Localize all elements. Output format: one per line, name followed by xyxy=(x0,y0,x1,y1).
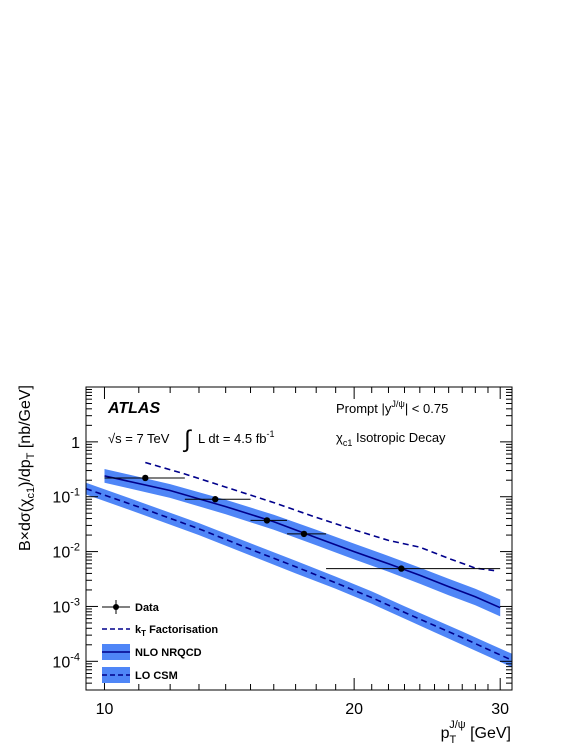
legend-kt-k: k xyxy=(135,624,142,636)
data-point-0 xyxy=(142,474,149,482)
y-tick-label-4: 1 xyxy=(71,435,80,452)
data-point-3 xyxy=(300,530,308,538)
y-tick-exp-0: -4 xyxy=(70,651,80,663)
selection-superscript: J/ψ xyxy=(391,399,404,409)
y-title-b: )/dp xyxy=(17,459,34,487)
y-tick-base-0: 10 xyxy=(52,654,70,671)
y-tick-label-0: 10-4 xyxy=(52,651,80,671)
lumi-text: L dt = 4.5 fb xyxy=(198,431,267,446)
theory-bands xyxy=(86,469,512,668)
y-tick-base-2: 10 xyxy=(52,545,70,562)
x-title-p: p xyxy=(441,725,450,742)
data-point-4 xyxy=(398,565,405,572)
y-title-c: [nb/GeV] xyxy=(17,385,34,453)
x-title-unit: [GeV] xyxy=(466,725,511,742)
y-tick-exp-2: -2 xyxy=(70,542,80,554)
x-title-sub: T xyxy=(450,734,457,746)
legend-nlo-label: NLO NRQCD xyxy=(135,647,202,659)
y-title-sub2: T xyxy=(25,452,37,459)
x-tick-label-30: 30 xyxy=(491,701,509,718)
theory-curves xyxy=(86,461,512,661)
legend-kt-label: kT Factorisation xyxy=(135,624,218,638)
decay-subscript: c1 xyxy=(343,438,353,448)
legend-data-symbol xyxy=(102,600,130,614)
y-tick-base-1: 10 xyxy=(52,599,70,616)
y-title-a: B×dσ(χ xyxy=(17,498,34,551)
legend-lo-symbol xyxy=(102,667,130,683)
plot-frame xyxy=(85,386,513,691)
data-points xyxy=(104,474,501,572)
y-tick-label-2: 10-2 xyxy=(52,542,80,562)
decay-label: χc1 Isotropic Decay xyxy=(336,430,446,448)
x-tick-label-20: 20 xyxy=(345,701,363,718)
y-axis-title: B×dσ(χc1)/dpT [nb/GeV] xyxy=(17,385,37,551)
data-point-1 xyxy=(212,496,219,503)
legend: Data kT Factorisation NLO NRQCD LO CSM xyxy=(102,600,218,683)
x-axis-title: pT J/ψ [GeV] xyxy=(441,719,511,746)
y-tick-label-3: 10-1 xyxy=(52,487,80,507)
energy-label: √s = 7 TeV xyxy=(108,431,170,446)
atlas-label: ATLAS xyxy=(107,400,160,417)
lumi-exponent: -1 xyxy=(267,429,275,439)
legend-kt-sub: T xyxy=(141,629,146,638)
y-title-sub1: c1 xyxy=(25,487,37,499)
selection-text-a: Prompt |y xyxy=(336,401,392,416)
lumi-label: L dt = 4.5 fb-1 xyxy=(198,429,275,446)
y-tick-exp-1: -3 xyxy=(70,596,80,608)
y-tick-exp-3: -1 xyxy=(70,487,80,499)
lo-csm-band xyxy=(86,482,512,668)
legend-nlo-symbol xyxy=(102,644,130,660)
legend-kt-rest: Factorisation xyxy=(146,624,218,636)
integral-sign: ∫ xyxy=(182,426,192,453)
nlo-nrqcd-line xyxy=(104,475,501,609)
y-tick-base-3: 10 xyxy=(52,490,70,507)
k-t-factorisation-line xyxy=(145,461,495,572)
x-title-sup: J/ψ xyxy=(449,719,466,731)
data-point-2 xyxy=(263,517,271,524)
selection-text-b: | < 0.75 xyxy=(405,401,449,416)
selection-label: Prompt |yJ/ψ| < 0.75 xyxy=(336,399,448,416)
nlo-nrqcd-band xyxy=(104,469,501,617)
y-tick-label-1: 10-3 xyxy=(52,596,80,616)
decay-text: Isotropic Decay xyxy=(352,430,446,445)
x-tick-label-10: 10 xyxy=(96,701,114,718)
decay-chi: χ xyxy=(336,430,343,445)
legend-data-label: Data xyxy=(135,602,160,614)
legend-lo-label: LO CSM xyxy=(135,670,178,682)
